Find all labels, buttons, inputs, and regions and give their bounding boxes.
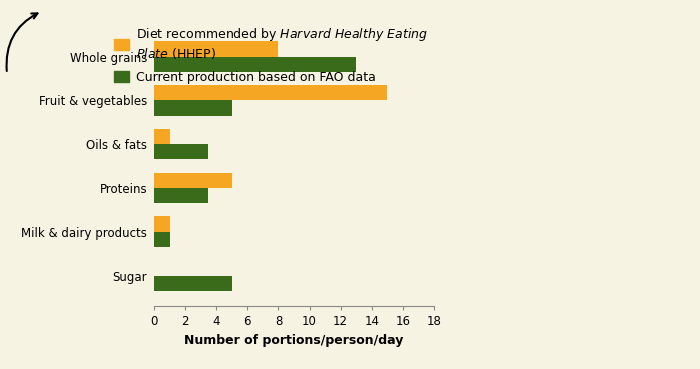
Bar xyxy=(154,129,169,144)
Legend: Diet recommended by $\it{Harvard\ Healthy\ Eating}$
$\it{Plate}$ (HHEP), Current: Diet recommended by $\it{Harvard\ Health… xyxy=(115,27,428,84)
Bar xyxy=(154,173,232,188)
Bar xyxy=(154,232,169,247)
Bar xyxy=(154,217,169,232)
Bar xyxy=(154,41,279,56)
Bar xyxy=(154,85,387,100)
Bar xyxy=(154,144,209,159)
Bar xyxy=(154,100,232,115)
Bar xyxy=(154,188,209,203)
X-axis label: Number of portions/person/day: Number of portions/person/day xyxy=(184,334,404,347)
Bar xyxy=(154,56,356,72)
Bar xyxy=(154,276,232,291)
